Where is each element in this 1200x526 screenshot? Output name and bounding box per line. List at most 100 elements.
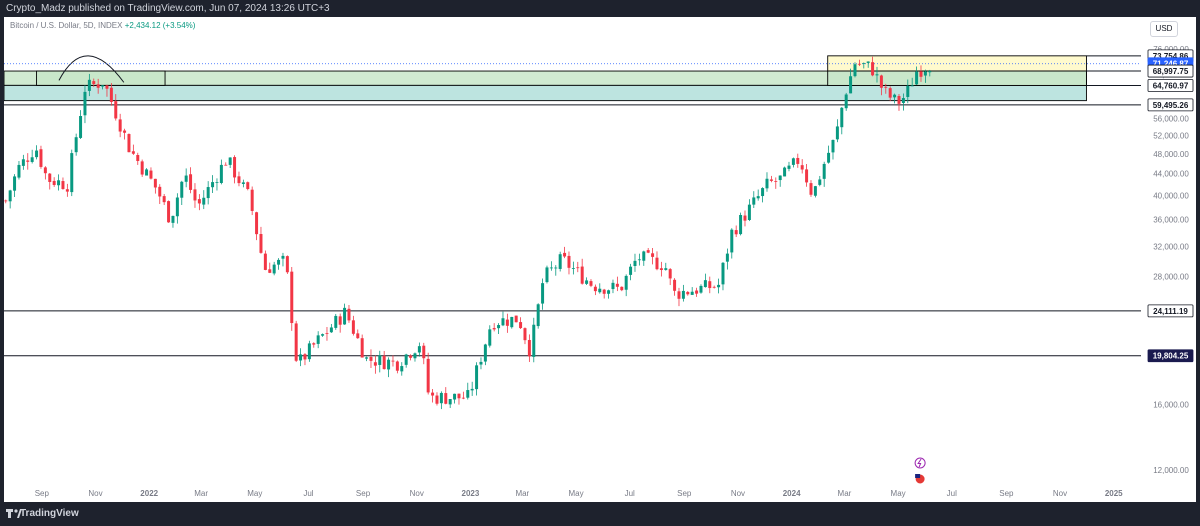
- candle-up: [343, 307, 347, 325]
- price-label: 19,804.25: [1153, 352, 1189, 361]
- zone-yellow: [827, 55, 1087, 72]
- candle-up: [725, 253, 729, 262]
- candle-down: [193, 189, 197, 201]
- candle-down: [369, 356, 373, 361]
- candle-up: [184, 175, 188, 182]
- candle-up: [690, 291, 694, 295]
- candle-down: [189, 174, 193, 190]
- candle-up: [211, 182, 215, 188]
- price-label: 71,246.87: [1153, 60, 1189, 69]
- candle-down: [167, 201, 171, 223]
- y-tick-label: 36,000.00: [1153, 215, 1189, 224]
- currency-button[interactable]: USD: [1150, 21, 1178, 37]
- candle-up: [497, 325, 501, 329]
- candle-down: [659, 268, 663, 271]
- candle-up: [378, 355, 382, 365]
- x-tick-label: 2022: [140, 489, 158, 498]
- price-label-box: [1147, 79, 1194, 92]
- candle-up: [35, 150, 39, 158]
- price-change: +2,434.12 (+3.54%): [124, 21, 196, 30]
- candle-up: [681, 290, 685, 299]
- y-tick-label: 32,000.00: [1153, 242, 1189, 251]
- candle-down: [879, 75, 883, 88]
- candle-up: [717, 284, 721, 288]
- candle-up: [554, 267, 558, 269]
- candle-down: [43, 167, 47, 174]
- candle-up: [488, 329, 492, 346]
- candle-up: [778, 175, 782, 181]
- price-label: 68,997.75: [1153, 67, 1189, 76]
- candles-layer: [4, 56, 932, 410]
- candle-up: [849, 76, 853, 94]
- zone-green: [36, 70, 166, 86]
- candle-down: [391, 360, 395, 362]
- candle-down: [290, 271, 294, 324]
- candle-down: [96, 84, 100, 88]
- candle-up: [501, 318, 505, 326]
- candle-up: [74, 137, 78, 153]
- candle-up: [791, 158, 795, 165]
- candle-down: [615, 283, 619, 287]
- x-tick-label: May: [568, 489, 583, 498]
- candle-up: [827, 152, 831, 163]
- candle-down: [651, 253, 655, 257]
- candle-down: [884, 86, 888, 88]
- candle-down: [105, 85, 109, 89]
- candle-up: [541, 283, 545, 304]
- candle-up: [171, 215, 175, 223]
- candle-up: [334, 315, 338, 328]
- x-tick-label: Nov: [1053, 489, 1067, 498]
- candle-down: [593, 286, 597, 292]
- candle-up: [272, 264, 276, 274]
- candle-down: [109, 87, 113, 102]
- candle-up: [479, 361, 483, 365]
- candle-up: [510, 316, 514, 328]
- footer-bar: TradingView: [0, 503, 1200, 526]
- candle-down: [589, 281, 593, 286]
- candle-down: [800, 165, 804, 170]
- candle-down: [92, 81, 96, 84]
- arc-annotation: [58, 55, 125, 83]
- candle-down: [734, 230, 738, 235]
- candle-up: [633, 260, 637, 266]
- candle-down: [668, 269, 672, 279]
- candle-down: [131, 151, 135, 154]
- candle-down: [303, 354, 307, 360]
- candle-up: [316, 335, 320, 344]
- candle-down: [769, 179, 773, 181]
- candle-down: [431, 392, 435, 396]
- level-lines-layer: [4, 55, 1141, 357]
- candle-up: [831, 139, 835, 153]
- candle-down: [237, 176, 241, 184]
- candle-down: [259, 234, 263, 253]
- candle-up: [21, 159, 25, 166]
- candle-up: [835, 126, 839, 140]
- candle-up: [8, 190, 12, 202]
- candle-up: [439, 392, 443, 404]
- published-text: Crypto_Madz published on TradingView.com…: [6, 3, 330, 14]
- candle-up: [629, 266, 633, 275]
- candle-down: [351, 320, 355, 334]
- candle-up: [87, 79, 91, 91]
- price-label: 64,760.97: [1153, 82, 1189, 91]
- candle-down: [774, 181, 778, 182]
- candle-up: [241, 182, 245, 184]
- candle-up: [219, 164, 223, 183]
- candle-down: [224, 164, 228, 166]
- candle-up: [387, 359, 391, 370]
- candle-down: [118, 119, 122, 132]
- candle-up: [281, 255, 285, 259]
- candle-up: [866, 61, 870, 63]
- candle-down: [65, 189, 69, 192]
- candle-down: [285, 256, 289, 273]
- candle-up: [699, 285, 703, 293]
- candle-up: [536, 304, 540, 327]
- zone-teal: [4, 84, 1087, 102]
- candlestick-chart[interactable]: 76,000.0072,000.0068,000.0064,000.0060,0…: [4, 17, 1196, 502]
- chart-panel[interactable]: 76,000.0072,000.0068,000.0064,000.0060,0…: [4, 17, 1196, 502]
- candle-down: [158, 186, 162, 197]
- candle-down: [457, 393, 461, 399]
- price-label: 59,495.26: [1153, 101, 1189, 110]
- candle-up: [545, 267, 549, 283]
- y-tick-label: 52,000.00: [1153, 132, 1189, 141]
